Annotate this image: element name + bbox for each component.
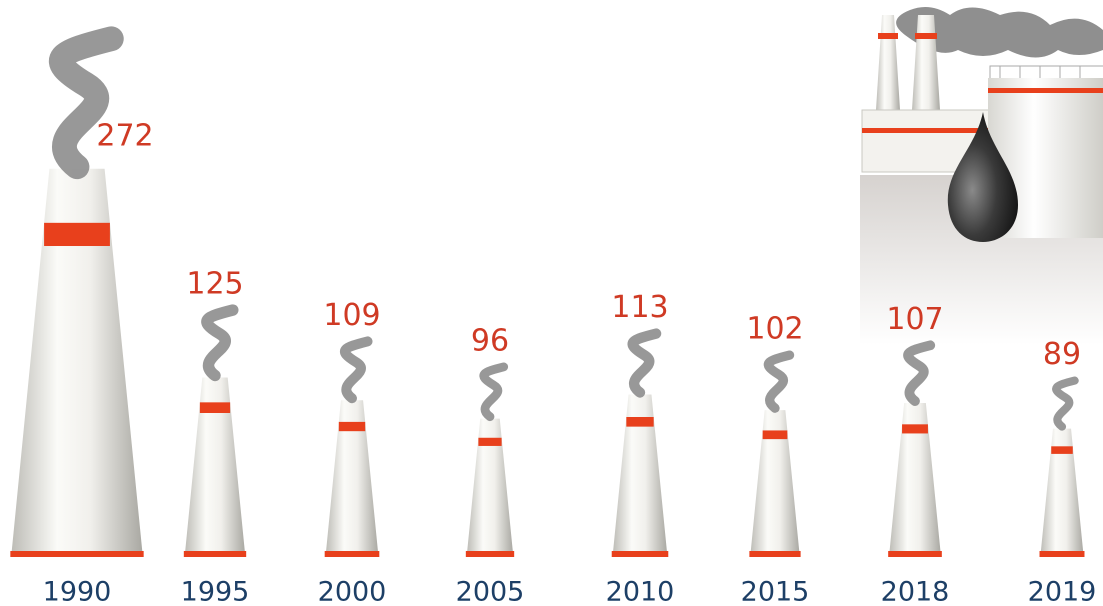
stack-band [626, 417, 653, 427]
tank-stripe [988, 88, 1103, 93]
x-tick-label: 2000 [318, 577, 387, 606]
smoke [768, 355, 789, 408]
factory-stripe [862, 128, 992, 133]
x-tick-label: 1995 [181, 577, 250, 606]
page: {"chart_data": {"type": "bar", "categori… [0, 0, 1103, 606]
stack-band [902, 424, 928, 433]
stack-base [466, 551, 514, 557]
x-tick-label: 1990 [43, 577, 112, 606]
smoke [908, 345, 930, 401]
stack-band [44, 223, 110, 246]
x-tick-label: 2005 [456, 577, 525, 606]
value-label: 96 [471, 323, 509, 358]
stack-band [763, 430, 788, 439]
value-label: 272 [96, 118, 153, 153]
factory-illustration [860, 7, 1103, 345]
stack-base [325, 551, 380, 557]
stack-base [184, 551, 246, 557]
value-label: 102 [746, 312, 803, 347]
value-label: 109 [323, 298, 380, 333]
stack-band [1051, 446, 1073, 454]
factory-chimney [876, 15, 900, 110]
smoke [633, 334, 656, 393]
smoke [484, 367, 504, 417]
smoke [345, 341, 368, 398]
tank-rail [990, 66, 1103, 78]
stack-band [200, 402, 230, 413]
factory-chimney-band [878, 33, 898, 39]
stack-band [478, 438, 501, 446]
value-label: 113 [611, 290, 668, 325]
x-tick-label: 2010 [606, 577, 675, 606]
smoke [1056, 381, 1074, 427]
stack-base [10, 551, 143, 557]
stack-base [612, 551, 669, 557]
factory-chimney-band [915, 33, 937, 39]
stack-base [888, 551, 942, 557]
x-tick-label: 2019 [1028, 577, 1097, 606]
stack-base [749, 551, 800, 557]
smoke [207, 310, 233, 375]
x-tick-label: 2015 [741, 577, 810, 606]
stack-base [1040, 551, 1085, 557]
value-label: 107 [886, 302, 943, 337]
value-label: 89 [1043, 337, 1081, 372]
stack-band [339, 422, 365, 431]
value-label: 125 [186, 267, 243, 302]
x-tick-label: 2018 [881, 577, 950, 606]
chart: 272 1990 125 1995 109 2000 96 2005 113 2010 102 201… [0, 0, 1103, 606]
